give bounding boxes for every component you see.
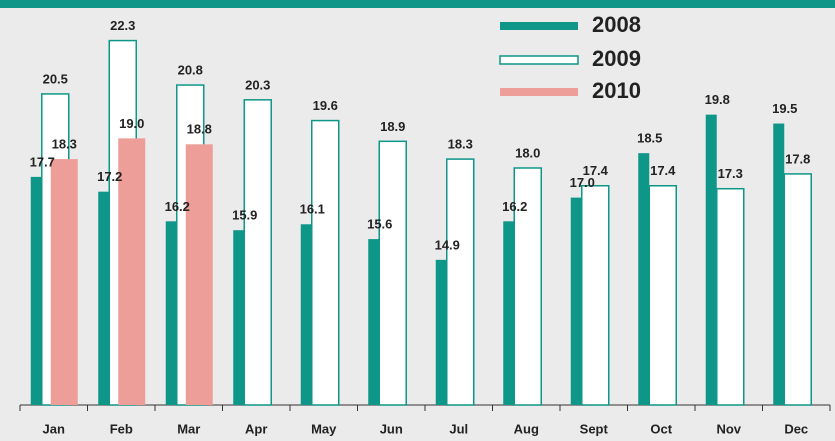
value-label: 18.5 xyxy=(637,131,662,146)
bar xyxy=(446,158,475,406)
value-label: 15.6 xyxy=(367,217,392,232)
value-label: 18.8 xyxy=(187,122,212,137)
x-tick-label: Jul xyxy=(449,421,468,436)
value-label: 17.4 xyxy=(583,163,609,178)
bar xyxy=(705,114,717,406)
bar xyxy=(570,197,582,405)
value-label: 20.5 xyxy=(43,71,68,86)
bar xyxy=(118,138,146,405)
bar xyxy=(165,221,177,405)
top-band xyxy=(0,0,835,8)
value-label: 14.9 xyxy=(435,237,460,252)
x-tick-label: Dec xyxy=(784,421,808,436)
value-label: 20.3 xyxy=(245,77,270,92)
legend-swatch xyxy=(500,22,578,30)
value-label: 17.3 xyxy=(718,166,743,181)
bar xyxy=(368,239,380,405)
bar xyxy=(378,140,407,406)
value-label: 19.5 xyxy=(772,101,797,116)
bar xyxy=(30,176,42,405)
bar xyxy=(773,123,785,406)
value-label: 16.2 xyxy=(502,199,527,214)
bar xyxy=(581,185,610,406)
value-label: 18.3 xyxy=(52,137,77,152)
bar xyxy=(716,187,745,406)
bar xyxy=(503,221,515,405)
value-label: 17.0 xyxy=(570,175,595,190)
bar xyxy=(435,259,447,405)
x-tick-label: Apr xyxy=(245,421,267,436)
value-label: 15.9 xyxy=(232,208,257,223)
value-label: 17.7 xyxy=(30,154,55,169)
value-label: 16.1 xyxy=(300,202,325,217)
value-label: 19.0 xyxy=(119,116,144,131)
bar xyxy=(50,159,78,405)
value-label: 18.3 xyxy=(448,137,473,152)
bar xyxy=(243,99,272,406)
legend-label: 2008 xyxy=(592,12,641,37)
value-label: 20.8 xyxy=(178,62,203,77)
value-label: 17.8 xyxy=(785,151,810,166)
bar xyxy=(513,167,542,406)
x-tick-label: Jan xyxy=(43,421,65,436)
bar xyxy=(638,153,650,405)
x-tick-label: Jun xyxy=(380,421,403,436)
x-tick-label: Oct xyxy=(650,421,672,436)
value-label: 17.2 xyxy=(97,169,122,184)
bar xyxy=(185,144,213,406)
x-tick-label: Nov xyxy=(716,421,741,436)
value-label: 22.3 xyxy=(110,18,135,33)
x-tick-label: Feb xyxy=(110,421,133,436)
legend-swatch xyxy=(499,55,579,65)
value-label: 16.2 xyxy=(165,199,190,214)
bar xyxy=(783,173,812,406)
bar xyxy=(98,191,110,405)
bar xyxy=(300,224,312,405)
legend-swatch xyxy=(500,88,578,96)
x-tick-label: Mar xyxy=(177,421,200,436)
legend-label: 2010 xyxy=(592,78,641,103)
bar xyxy=(311,119,340,406)
bar xyxy=(648,185,677,406)
x-tick-label: May xyxy=(311,421,337,436)
legend-label: 2009 xyxy=(592,46,641,71)
x-tick-label: Aug xyxy=(514,421,539,436)
x-tick-label: Sept xyxy=(580,421,609,436)
value-label: 18.9 xyxy=(380,119,405,134)
value-label: 17.4 xyxy=(650,163,676,178)
value-label: 18.0 xyxy=(515,145,540,160)
value-label: 19.6 xyxy=(313,98,338,113)
value-label: 19.8 xyxy=(705,92,730,107)
bar xyxy=(233,230,245,405)
